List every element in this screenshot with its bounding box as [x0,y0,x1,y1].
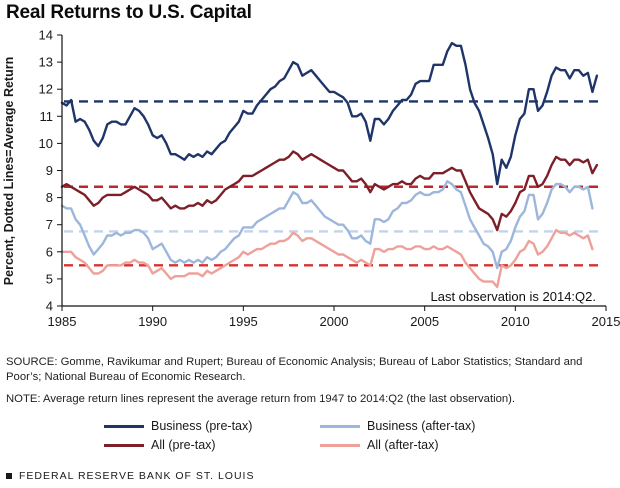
legend-item-all-pre-tax: All (pre-tax) [104,437,216,453]
legend-swatch [104,424,144,428]
legend-label: Business (after-tax) [367,419,476,433]
legend-item-business-after-tax: Business (after-tax) [320,418,475,434]
footer-square-icon [6,473,12,479]
last-observation-annotation: Last observation is 2014:Q2. [431,289,597,304]
legend-item-business-pre-tax: Business (pre-tax) [104,418,252,434]
y-tick-label: 14 [39,28,53,43]
x-tick-label: 2005 [410,314,439,329]
footer-text: FEDERAL RESERVE BANK OF ST. LOUIS [19,470,255,482]
legend-swatch [320,443,360,447]
legend-label: Business (pre-tax) [151,419,253,433]
y-tick-label: 13 [39,55,53,70]
x-tick-label: 2000 [320,314,349,329]
y-tick-label: 8 [46,190,53,205]
y-tick-label: 4 [46,299,53,314]
series-layer [60,41,599,289]
axis-layer: 4 5 6 7 8 9 10 11 12 13 14 1985 1990 1995 2000 2005 2010… [39,28,620,330]
y-tick-label: 12 [39,82,53,97]
legend-item-all-after-tax: All (after-tax) [320,437,439,453]
average-lines-layer [64,100,604,267]
y-tick-label: 10 [39,136,53,151]
series-line-business-after-tax [60,180,594,270]
legend-label: All (pre-tax) [151,438,216,452]
legend-swatch [320,424,360,428]
series-line-business-pre-tax [60,41,599,186]
x-tick-label: 1995 [229,314,258,329]
average-note: NOTE: Average return lines represent the… [6,393,516,405]
legend-label: All (after-tax) [367,438,439,452]
y-tick-label: 9 [46,163,53,178]
x-tick-label: 2010 [501,314,530,329]
series-line-all-after-tax [60,228,594,289]
x-tick-label: 2015 [592,314,620,329]
x-tick-label: 1990 [138,314,167,329]
y-tick-label: 6 [46,244,53,259]
chart-title: Real Returns to U.S. Capital [6,2,252,23]
line-chart: 4 5 6 7 8 9 10 11 12 13 14 1985 1990 1995 2000 2005 2010… [2,28,620,330]
y-tick-label: 5 [46,271,53,286]
y-axis-title: Percent, Dotted Lines=Average Return [2,57,16,285]
legend-swatch [104,443,144,447]
series-line-all-pre-tax [60,150,599,232]
footer: FEDERAL RESERVE BANK OF ST. LOUIS [6,470,254,482]
y-tick-label: 7 [46,217,53,232]
y-tick-label: 11 [40,109,54,124]
x-tick-label: 1985 [48,314,77,329]
source-note: SOURCE: Gomme, Ravikumar and Rupert; Bur… [6,356,583,383]
